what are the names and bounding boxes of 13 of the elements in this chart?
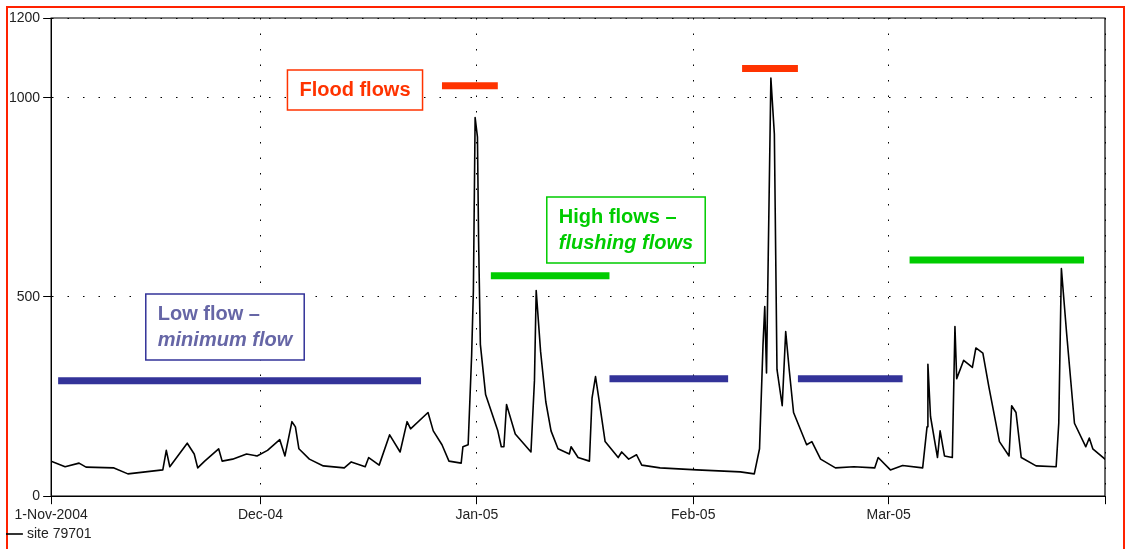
x-tick-label: Mar-05 — [866, 506, 912, 523]
x-tick-label: Feb-05 — [671, 506, 716, 523]
annotation: High flows – flushing flows — [558, 204, 694, 253]
x-tick-label: Jan-05 — [455, 506, 499, 523]
y-tick-label: 1000 — [8, 88, 41, 105]
annotation: Low flow – minimum flow — [157, 301, 294, 350]
y-tick-label: 1200 — [8, 8, 41, 25]
annotation: Flood flows — [299, 77, 411, 100]
y-tick-label: 0 — [32, 487, 41, 504]
y-tick-label: 500 — [16, 287, 41, 304]
legend-label: site 79701 — [27, 524, 92, 541]
x-tick-label: Dec-04 — [237, 506, 284, 523]
x-tick-label: 1-Nov-2004 — [14, 506, 88, 523]
